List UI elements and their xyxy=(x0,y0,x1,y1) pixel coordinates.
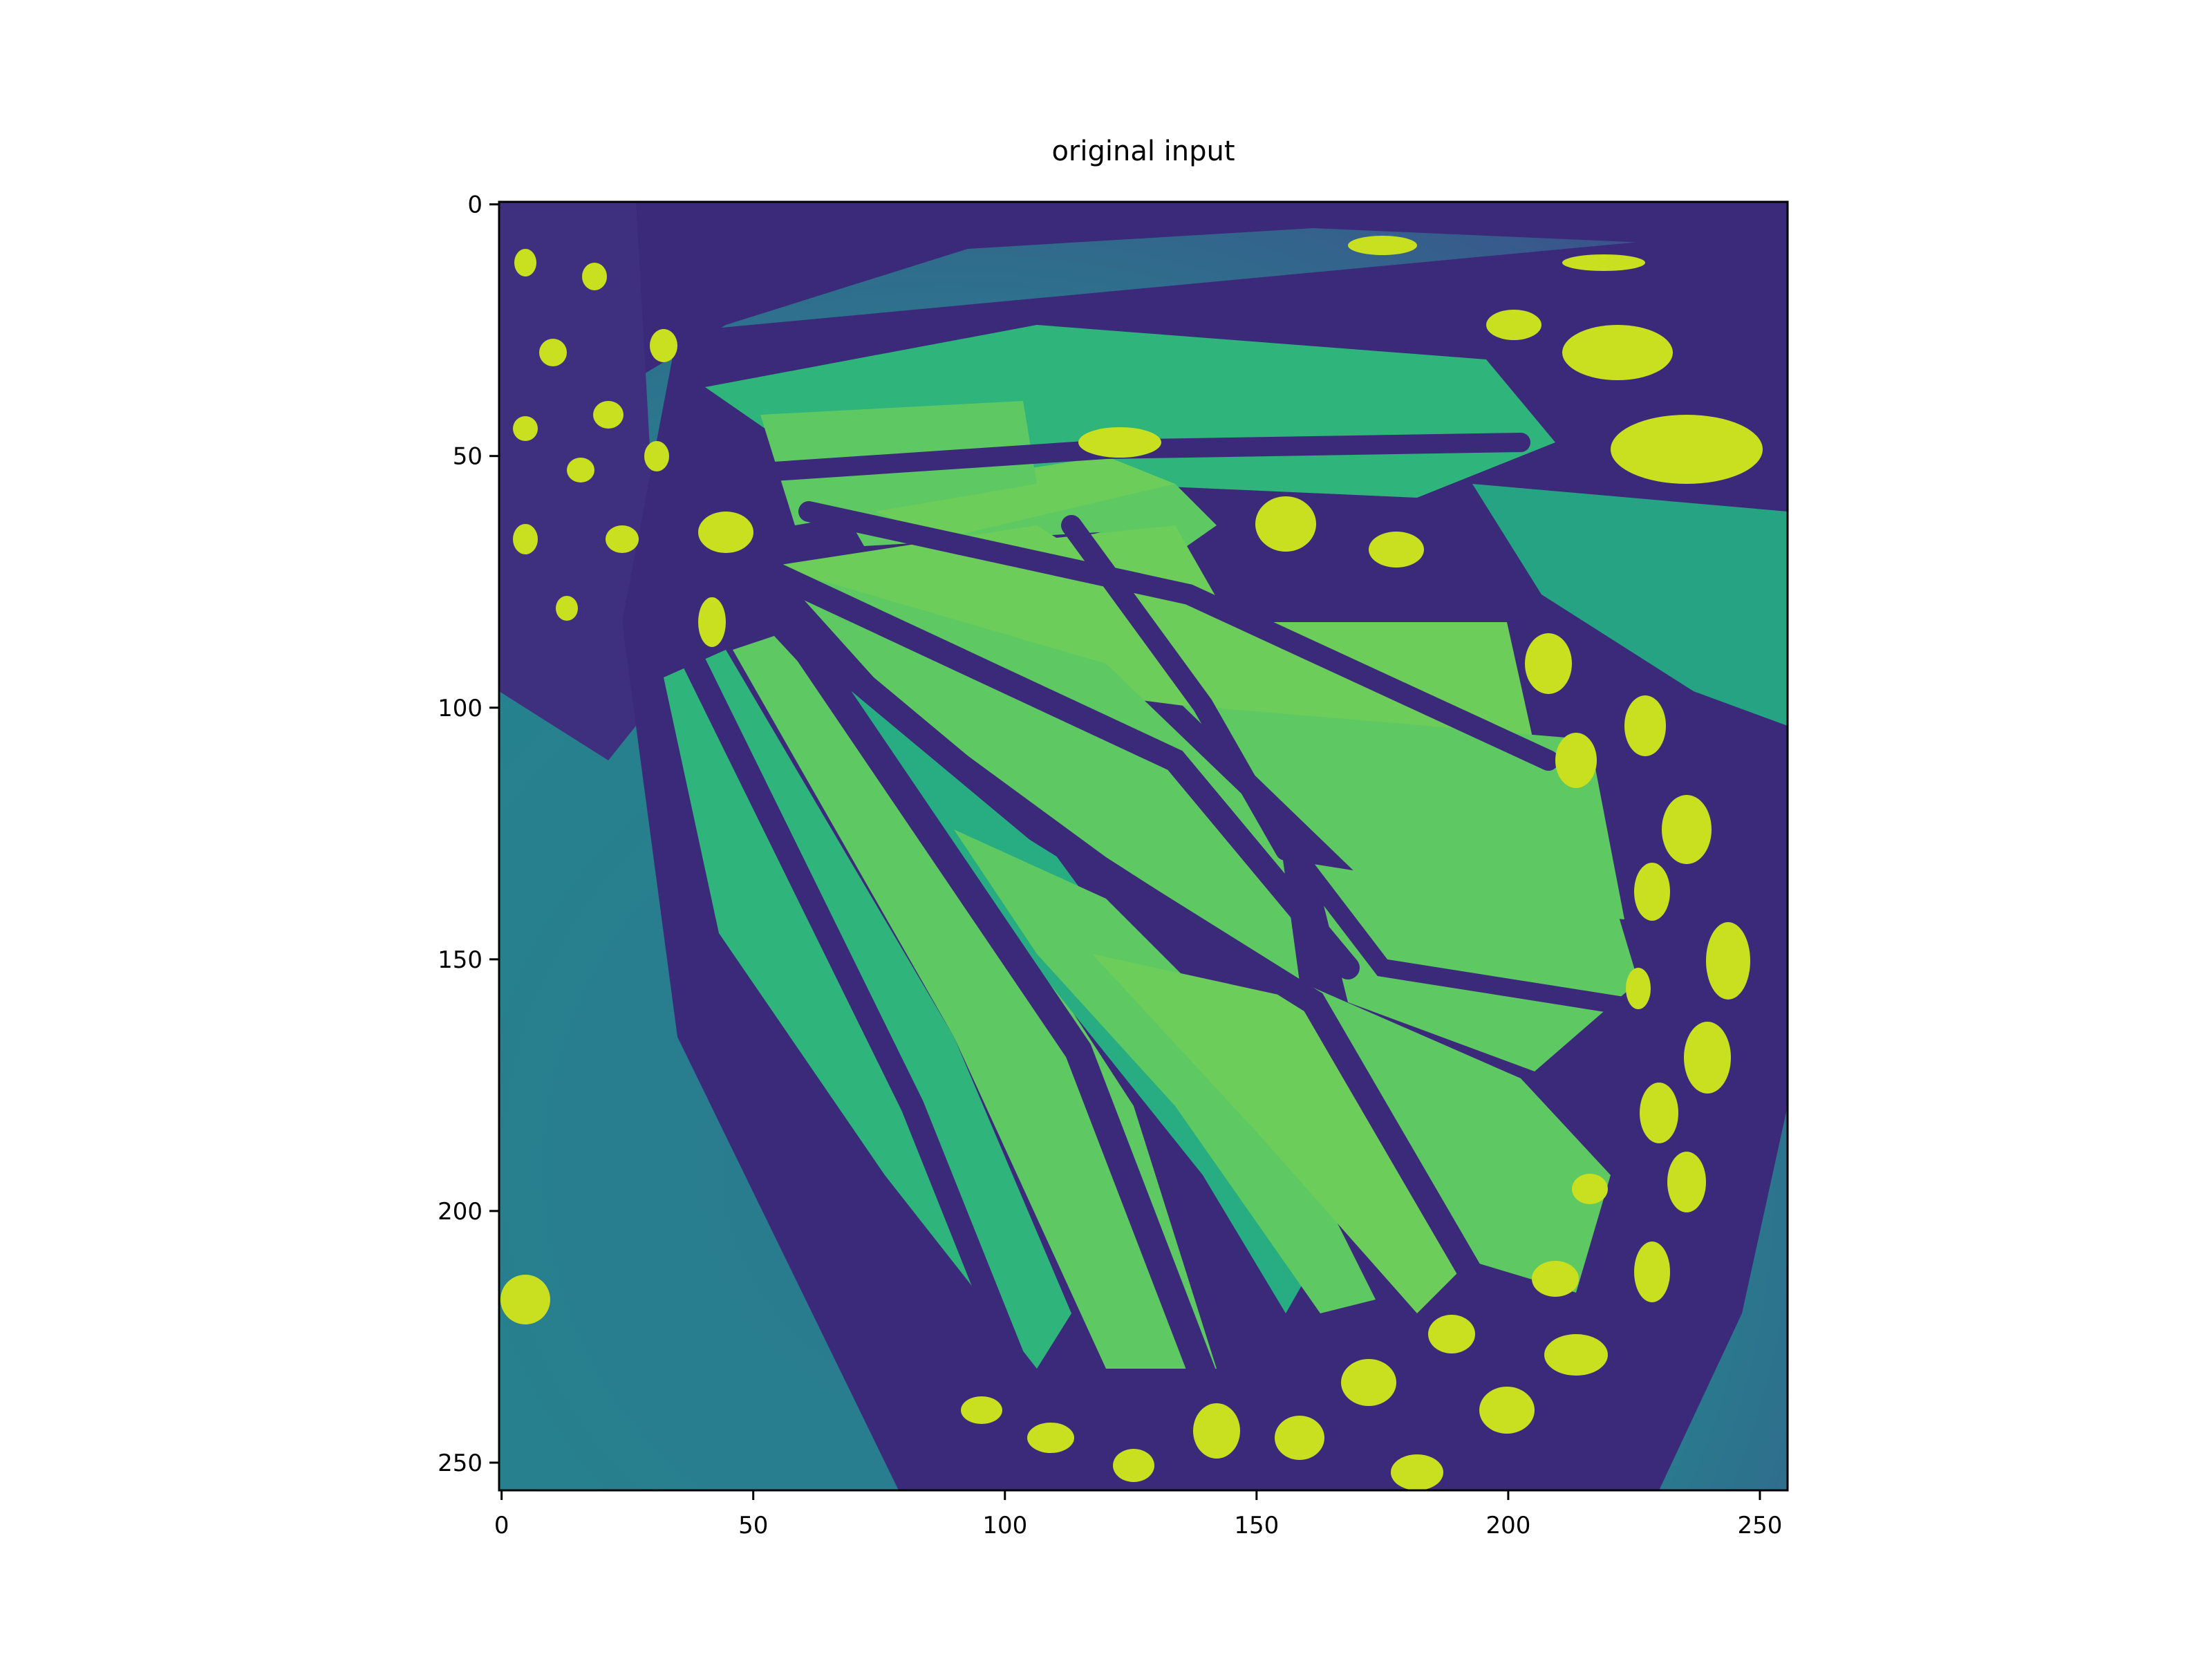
y-tick-label: 0 xyxy=(467,191,482,219)
y-tick-label: 50 xyxy=(453,443,482,471)
x-axis: 0 50 100 150 200 250 xyxy=(494,1490,1783,1539)
x-tick-label: 50 xyxy=(738,1512,768,1539)
y-axis: 0 50 100 150 200 250 xyxy=(438,191,499,1477)
x-tick-label: 250 xyxy=(1738,1512,1783,1539)
axes-frame xyxy=(498,200,1789,1492)
y-tick-label: 150 xyxy=(438,946,482,974)
x-tick-label: 0 xyxy=(494,1512,509,1539)
y-tick-label: 100 xyxy=(438,695,482,722)
y-tick-label: 250 xyxy=(438,1450,482,1477)
x-tick-label: 150 xyxy=(1234,1512,1279,1539)
butterfly-wing-image xyxy=(499,202,1788,1490)
plot-title: original input xyxy=(1051,135,1235,167)
x-tick-label: 200 xyxy=(1485,1512,1530,1539)
x-tick-label: 100 xyxy=(982,1512,1027,1539)
y-tick-label: 200 xyxy=(438,1198,482,1226)
